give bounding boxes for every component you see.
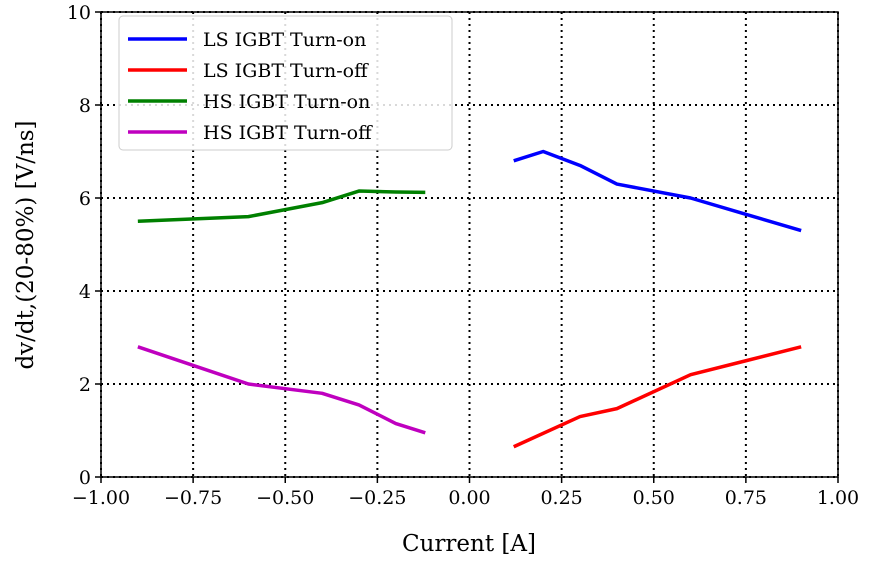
x-tick-label: 0.00 (448, 487, 490, 509)
x-tick-label: −0.25 (348, 487, 406, 509)
y-tick-label: 4 (79, 281, 91, 303)
legend-box (118, 15, 453, 151)
series-line-hs-igbt-turn-off (137, 345, 426, 435)
x-axis-label: Current [A] (402, 531, 536, 557)
series-lines (137, 149, 802, 449)
legend-label-ls-igbt-turn-off: LS IGBT Turn-off (203, 60, 369, 82)
legend-label-ls-igbt-turn-on: LS IGBT Turn-on (203, 29, 366, 51)
ticks: −1.00 −0.75 −0.50 −0.25 0.00 0.25 0.50 0.75 1.00… (67, 2, 859, 509)
series-line-hs-igbt-turn-on (137, 189, 426, 223)
y-tick-label: 8 (79, 95, 91, 117)
legend-label-hs-igbt-turn-on: HS IGBT Turn-on (203, 91, 370, 113)
x-tick-label: 1.00 (817, 487, 859, 509)
x-tick-label: −1.00 (72, 487, 130, 509)
y-tick-label: 2 (79, 374, 91, 396)
y-tick-label: 6 (79, 188, 91, 210)
y-tick-label: 0 (79, 467, 91, 489)
legend: LS IGBT Turn-on LS IGBT Turn-off HS IGBT T… (118, 15, 453, 151)
x-tick-label: −0.50 (256, 487, 314, 509)
series-line-ls-igbt-turn-on (513, 149, 802, 233)
x-tick-label: −0.75 (164, 487, 222, 509)
series-line-ls-igbt-turn-off (512, 345, 802, 449)
x-tick-label: 0.75 (725, 487, 767, 509)
x-tick-label: 0.25 (540, 487, 582, 509)
x-tick-label: 0.50 (633, 487, 675, 509)
y-tick-label: 10 (67, 2, 91, 24)
y-axis-label: dv/dt,(20-80%) [V/ns] (13, 120, 39, 369)
legend-label-hs-igbt-turn-off: HS IGBT Turn-off (203, 122, 373, 144)
